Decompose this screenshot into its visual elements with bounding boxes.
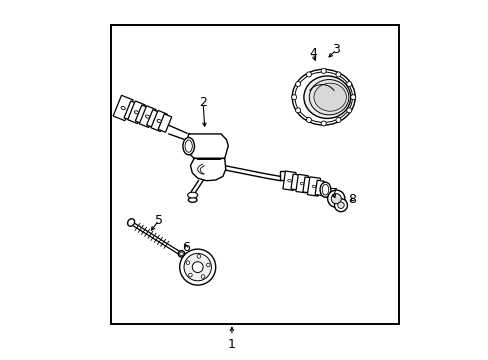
Circle shape xyxy=(206,263,210,267)
Ellipse shape xyxy=(185,140,192,152)
Ellipse shape xyxy=(183,138,194,155)
Ellipse shape xyxy=(121,107,125,109)
Polygon shape xyxy=(146,110,160,128)
Circle shape xyxy=(335,117,340,122)
Bar xyxy=(111,25,399,324)
Polygon shape xyxy=(315,180,324,195)
Text: 7: 7 xyxy=(329,187,337,200)
Ellipse shape xyxy=(311,185,315,188)
Ellipse shape xyxy=(145,115,149,118)
Ellipse shape xyxy=(179,252,183,256)
Ellipse shape xyxy=(303,76,350,118)
Circle shape xyxy=(186,261,189,265)
Ellipse shape xyxy=(187,192,197,198)
Circle shape xyxy=(321,121,325,126)
Text: 3: 3 xyxy=(332,43,340,56)
Text: 6: 6 xyxy=(182,241,190,254)
Circle shape xyxy=(321,68,325,73)
Circle shape xyxy=(291,95,296,100)
Ellipse shape xyxy=(188,197,197,202)
Text: 8: 8 xyxy=(348,193,356,206)
Ellipse shape xyxy=(127,219,134,226)
Text: 4: 4 xyxy=(308,47,316,60)
Circle shape xyxy=(192,262,203,273)
Circle shape xyxy=(346,82,351,87)
Bar xyxy=(279,171,285,180)
Circle shape xyxy=(327,190,344,207)
Polygon shape xyxy=(158,114,171,132)
Text: 5: 5 xyxy=(155,214,163,227)
Polygon shape xyxy=(302,177,312,193)
Polygon shape xyxy=(295,174,307,193)
Polygon shape xyxy=(186,134,228,158)
Polygon shape xyxy=(139,106,156,127)
Polygon shape xyxy=(190,158,225,181)
Polygon shape xyxy=(113,95,133,121)
Ellipse shape xyxy=(300,182,303,185)
Ellipse shape xyxy=(157,120,161,122)
Circle shape xyxy=(295,108,300,113)
Ellipse shape xyxy=(287,179,291,182)
Ellipse shape xyxy=(309,80,348,115)
Circle shape xyxy=(346,108,351,113)
Polygon shape xyxy=(283,171,296,190)
Circle shape xyxy=(306,72,311,77)
Circle shape xyxy=(350,95,355,100)
Ellipse shape xyxy=(134,111,138,114)
Circle shape xyxy=(337,202,344,208)
Circle shape xyxy=(335,72,340,77)
Circle shape xyxy=(295,82,300,87)
Circle shape xyxy=(334,199,347,212)
Polygon shape xyxy=(290,174,300,190)
Polygon shape xyxy=(127,101,145,124)
Circle shape xyxy=(188,273,192,277)
Circle shape xyxy=(330,194,341,204)
Polygon shape xyxy=(124,101,138,121)
Circle shape xyxy=(183,253,211,281)
Circle shape xyxy=(201,275,204,278)
Ellipse shape xyxy=(320,182,330,197)
Text: 1: 1 xyxy=(227,338,235,351)
Polygon shape xyxy=(307,177,320,196)
Ellipse shape xyxy=(178,251,184,257)
Polygon shape xyxy=(135,105,149,124)
Circle shape xyxy=(179,249,215,285)
Polygon shape xyxy=(151,111,167,131)
Ellipse shape xyxy=(292,69,354,125)
Ellipse shape xyxy=(313,83,346,111)
Ellipse shape xyxy=(322,184,328,195)
Circle shape xyxy=(306,117,311,122)
Circle shape xyxy=(197,255,200,258)
Text: 2: 2 xyxy=(199,96,206,109)
